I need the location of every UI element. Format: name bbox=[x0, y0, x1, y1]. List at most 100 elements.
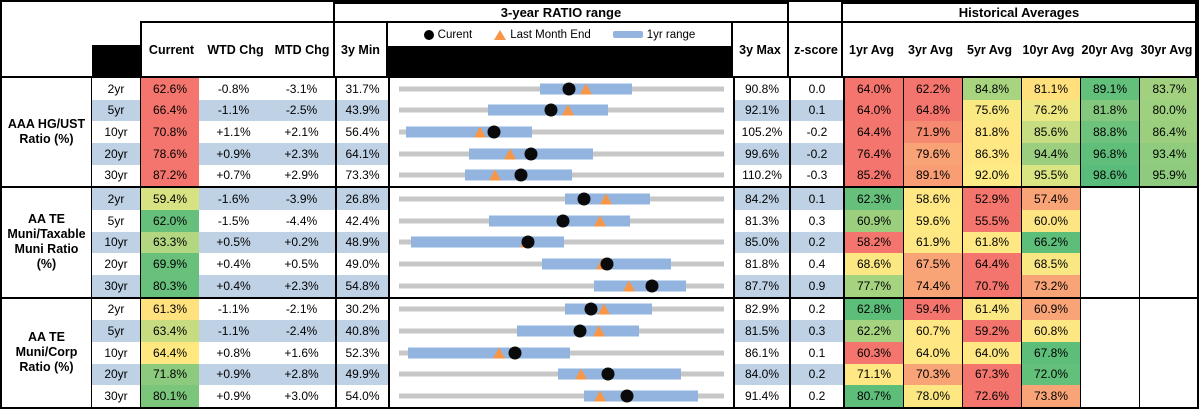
wtd-chg-cell: +0.7% bbox=[199, 164, 268, 187]
avg-cell-20yr-avg bbox=[1081, 274, 1140, 297]
range-track bbox=[399, 393, 724, 399]
range-1yr-bar bbox=[558, 368, 681, 380]
avg-cell-5yr-avg: 92.0% bbox=[963, 164, 1022, 187]
avg-cell-5yr-avg: 86.3% bbox=[963, 142, 1022, 165]
range-plot bbox=[397, 210, 726, 232]
avg-cell-5yr-avg: 52.9% bbox=[963, 188, 1022, 210]
avg-cell-10yr-avg: 66.2% bbox=[1022, 231, 1081, 254]
wtd-chg-cell: +0.9% bbox=[199, 142, 268, 165]
avg-cell-30yr-avg bbox=[1140, 363, 1197, 386]
avg-cell-1yr-avg: 60.9% bbox=[845, 209, 904, 232]
avg-cell-10yr-avg: 57.4% bbox=[1022, 188, 1081, 210]
min-3y-cell: 43.9% bbox=[335, 99, 390, 122]
avg-cell-1yr-avg: 60.3% bbox=[845, 341, 904, 364]
avg-cell-3yr-avg: 64.8% bbox=[904, 99, 963, 122]
wtd-chg-cell: -1.5% bbox=[199, 209, 268, 232]
min-3y-cell: 64.1% bbox=[335, 142, 390, 165]
table-row: 2yr 61.3% -1.1% -2.1% 30.2% 82.9% 0.2 62.8% 59.4… bbox=[92, 298, 1197, 321]
current-col-header: Current bbox=[148, 42, 195, 57]
z-score-cell: 0.3 bbox=[791, 320, 845, 342]
tenor-cell: 30yr bbox=[92, 274, 140, 297]
table-row: 10yr 70.8% +1.1% +2.1% 56.4% 105.2% -0.2 64.4% 7… bbox=[92, 121, 1197, 143]
avg-cell-10yr-avg: 60.0% bbox=[1022, 209, 1081, 232]
z-score-cell: 0.4 bbox=[791, 253, 845, 275]
z-score-cell: 0.2 bbox=[791, 363, 845, 386]
avg-cell-10yr-avg: 67.8% bbox=[1022, 341, 1081, 364]
section-rows: 2yr 61.3% -1.1% -2.1% 30.2% 82.9% 0.2 62.8% 59.4… bbox=[92, 298, 1197, 407]
range-chart-cell bbox=[390, 253, 733, 275]
current-dot-marker bbox=[521, 235, 535, 249]
tenor-cell: 2yr bbox=[92, 78, 140, 100]
table-header: 3-year RATIO range Historical Averages C… bbox=[2, 2, 1197, 78]
wtd-chg-cell: -1.1% bbox=[199, 320, 268, 342]
avg-cell-3yr-avg: 61.9% bbox=[904, 231, 963, 254]
current-value-cell: 66.4% bbox=[140, 99, 199, 122]
mtd-chg-cell: -3.1% bbox=[268, 78, 335, 100]
legend-last-month-label: Last Month End bbox=[510, 28, 591, 41]
table-row: 30yr 80.1% +0.9% +3.0% 54.0% 91.4% 0.2 80.7% 78.… bbox=[92, 385, 1197, 407]
min-3y-cell: 52.3% bbox=[335, 341, 390, 364]
z-score-cell: -0.2 bbox=[791, 142, 845, 165]
mtd-chg-cell: +3.0% bbox=[268, 385, 335, 407]
avg-cell-20yr-avg: 98.6% bbox=[1081, 164, 1140, 187]
range-1yr-bar bbox=[584, 390, 698, 402]
avg-cell-1yr-avg: 71.1% bbox=[845, 363, 904, 386]
z-score-cell: 0.1 bbox=[791, 341, 845, 364]
max-3y-cell: 90.8% bbox=[733, 78, 791, 100]
max-3y-cell: 85.0% bbox=[733, 231, 791, 254]
min-3y-cell: 48.9% bbox=[335, 231, 390, 254]
current-value-cell: 62.0% bbox=[140, 209, 199, 232]
last-month-triangle-icon bbox=[494, 29, 507, 40]
wtd-chg-cell: +0.4% bbox=[199, 274, 268, 297]
mtd-chg-cell: -2.5% bbox=[268, 99, 335, 122]
mtd-chg-cell: -2.1% bbox=[268, 298, 335, 321]
table-row: 2yr 62.6% -0.8% -3.1% 31.7% 90.8% 0.0 64.0% 62.2… bbox=[92, 78, 1197, 100]
last-month-triangle-marker bbox=[504, 148, 517, 160]
range-track bbox=[399, 129, 724, 135]
max-3y-cell: 105.2% bbox=[733, 121, 791, 143]
avg-cell-30yr-avg bbox=[1140, 231, 1197, 254]
avg-cell-3yr-avg: 78.0% bbox=[904, 385, 963, 407]
avg-cell-5yr-avg: 81.8% bbox=[963, 121, 1022, 143]
last-month-triangle-marker bbox=[594, 390, 607, 402]
min-3y-cell: 42.4% bbox=[335, 209, 390, 232]
avg-cell-1yr-avg: 58.2% bbox=[845, 231, 904, 254]
current-dot-marker bbox=[544, 103, 558, 117]
avg-cell-10yr-avg: 73.2% bbox=[1022, 274, 1081, 297]
legend-1yr-range-label: 1yr range bbox=[646, 28, 696, 41]
avg-cell-5yr-avg: 64.0% bbox=[963, 341, 1022, 364]
avg-cell-20yr-avg bbox=[1081, 209, 1140, 232]
avg-cell-3yr-avg: 89.1% bbox=[904, 164, 963, 187]
avg-cell-30yr-avg: 86.4% bbox=[1140, 121, 1197, 143]
range-chart-cell bbox=[390, 231, 733, 254]
range-1yr-bar bbox=[405, 126, 533, 138]
avg-cell-20yr-avg: 81.8% bbox=[1081, 99, 1140, 122]
max-3y-cell: 91.4% bbox=[733, 385, 791, 407]
mtd-chg-cell: -3.9% bbox=[268, 188, 335, 210]
tenor-cell: 2yr bbox=[92, 188, 140, 210]
tenor-cell: 10yr bbox=[92, 341, 140, 364]
range-chart-cell bbox=[390, 341, 733, 364]
min-3y-cell: 40.8% bbox=[335, 320, 390, 342]
range-chart-cell bbox=[390, 78, 733, 100]
current-dot-marker bbox=[487, 125, 501, 139]
last-month-triangle-marker bbox=[489, 169, 502, 181]
range-plot bbox=[397, 188, 726, 210]
last-month-triangle-marker bbox=[575, 368, 588, 380]
legend-current-item: Curent bbox=[423, 29, 472, 41]
current-dot-marker bbox=[620, 389, 634, 403]
legend-last-month-item: Last Month End bbox=[494, 29, 591, 41]
current-dot-marker bbox=[573, 324, 587, 338]
tenor-cell: 30yr bbox=[92, 164, 140, 187]
tenor-cell: 5yr bbox=[92, 209, 140, 232]
last-month-triangle-marker bbox=[600, 193, 613, 205]
ratio-section: AA TE Muni/Corp Ratio (%) 2yr 61.3% -1.1% -2… bbox=[2, 298, 1197, 407]
min-3y-cell: 73.3% bbox=[335, 164, 390, 187]
ratio-section: AAA HG/UST Ratio (%) 2yr 62.6% -0.8% -3.1% 31… bbox=[2, 78, 1197, 189]
avg-cell-3yr-avg: 70.3% bbox=[904, 363, 963, 386]
current-value-cell: 59.4% bbox=[140, 188, 199, 210]
range-track bbox=[399, 196, 724, 202]
last-month-triangle-marker bbox=[623, 280, 635, 292]
range-chart-cell bbox=[390, 164, 733, 187]
avg-cell-5yr-avg: 61.4% bbox=[963, 298, 1022, 321]
